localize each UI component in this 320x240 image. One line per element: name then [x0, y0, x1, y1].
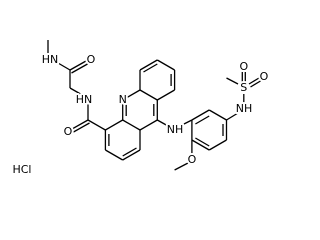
atom-label: N — [119, 93, 127, 106]
atom-label: O — [239, 60, 248, 73]
salt-label: HCl — [12, 163, 31, 176]
atom-label: O — [260, 70, 269, 83]
atom-label: O — [188, 153, 197, 166]
bonds — [47, 40, 261, 171]
atom-label: HN — [76, 93, 93, 106]
atom-label: NH — [167, 123, 184, 136]
atom-label: HN — [42, 53, 59, 66]
atom-label: NH — [236, 102, 253, 115]
atom-label: O — [64, 125, 73, 138]
atom-label: O — [87, 53, 96, 66]
structure-diagram: N NH O HN O HN O O O NH S HCl — [10, 40, 271, 178]
atom-label: S — [240, 81, 247, 94]
